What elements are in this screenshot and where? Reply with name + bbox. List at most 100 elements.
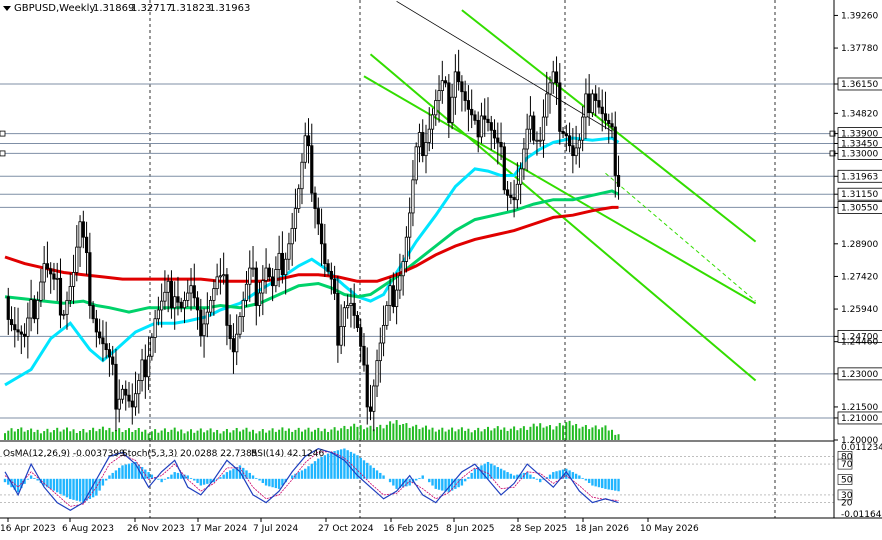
volume-bar xyxy=(402,423,405,440)
volume-bar xyxy=(411,426,414,440)
volume-bar xyxy=(424,425,427,440)
candle-body xyxy=(483,115,487,120)
osma-bar xyxy=(375,470,379,479)
candle-body xyxy=(391,285,395,308)
candle-body xyxy=(329,270,333,280)
volume-bar xyxy=(30,428,33,440)
volume-bar xyxy=(369,425,372,440)
volume-bar xyxy=(434,431,437,440)
osma-bar xyxy=(222,474,225,479)
volume-bar xyxy=(190,429,193,440)
volume-bar xyxy=(304,429,307,440)
candle-body xyxy=(401,261,405,277)
candle-body xyxy=(541,116,546,141)
osma-bar xyxy=(428,478,431,483)
osma-bar xyxy=(532,477,535,479)
candle-body xyxy=(257,292,262,306)
candle-body xyxy=(124,388,128,396)
osma-bar xyxy=(614,478,617,491)
candle-body xyxy=(182,299,187,309)
volume-bar xyxy=(376,427,379,440)
osma-bar xyxy=(248,472,251,479)
osma-bar xyxy=(477,467,480,479)
volume-bar xyxy=(477,427,480,440)
osma-bar xyxy=(610,478,614,491)
volume-bar xyxy=(271,428,274,440)
candle-body xyxy=(39,281,43,301)
volume-bar xyxy=(470,432,473,440)
volume-bar xyxy=(451,427,454,440)
indicator-tick-label: -0.011644 xyxy=(841,510,882,520)
osma-bar xyxy=(88,478,92,500)
volume-bar xyxy=(356,426,359,440)
volume-bar xyxy=(255,433,258,440)
osma-bar xyxy=(160,478,163,483)
osma-bar xyxy=(36,478,39,481)
candle-body xyxy=(352,302,356,316)
osma-label: OsMA(12,26,9) -0.0037399 xyxy=(3,449,125,459)
osma-bar xyxy=(261,478,265,484)
dropdown-triangle-icon[interactable] xyxy=(3,6,11,11)
candle-body xyxy=(319,223,324,245)
osma-bar xyxy=(297,472,300,479)
volume-bar xyxy=(327,431,330,440)
osma-bar xyxy=(85,478,88,501)
time-tick-label: 28 Sep 2025 xyxy=(510,524,567,534)
osma-bar xyxy=(591,478,594,486)
volume-bar xyxy=(238,431,241,440)
osma-bar xyxy=(330,451,333,479)
volume-bar xyxy=(555,426,558,440)
osma-bar xyxy=(552,472,555,479)
volume-bar xyxy=(310,431,313,440)
volume-bar xyxy=(33,432,36,440)
moving-average-line xyxy=(4,189,620,314)
volume-bar xyxy=(287,428,290,440)
volume-bar xyxy=(539,423,542,440)
open-value: 1.31869 xyxy=(93,3,134,14)
osma-bar xyxy=(601,478,604,489)
volume-bar xyxy=(385,424,388,440)
candle-body xyxy=(492,129,497,139)
osma-bar xyxy=(313,461,317,479)
candle-body xyxy=(254,267,258,306)
volume-bar xyxy=(79,430,82,440)
osma-bar xyxy=(467,477,470,479)
volume-bar xyxy=(225,428,228,440)
candle-body xyxy=(277,252,281,270)
price-axis-ticks: 1.39260 1.37780 1.36150 1.34820 1.339001.334… xyxy=(834,11,882,520)
time-tick-label: 16 Apr 2023 xyxy=(0,524,56,534)
volume-bar xyxy=(26,430,29,440)
volume-bar xyxy=(265,432,268,440)
osma-bar xyxy=(140,467,144,479)
volume-bar xyxy=(353,423,356,440)
volume-bar xyxy=(581,426,584,440)
volume-bar xyxy=(522,426,525,440)
candle-body xyxy=(362,345,366,366)
osma-bar xyxy=(437,478,441,490)
osma-bar xyxy=(153,477,157,479)
volume-bar xyxy=(144,429,147,440)
volume-bar xyxy=(209,428,212,440)
osma-bar xyxy=(568,470,571,479)
candle-body xyxy=(22,333,27,337)
candle-body xyxy=(554,71,559,84)
osma-bar xyxy=(392,478,395,486)
volume-bar xyxy=(203,432,206,440)
osma-bar xyxy=(127,463,131,479)
osma-bar xyxy=(134,461,137,479)
osma-bar xyxy=(317,458,320,479)
osma-bar xyxy=(72,478,75,500)
volume-bar xyxy=(565,422,568,440)
candle-body xyxy=(355,315,360,328)
candle-body xyxy=(130,400,134,408)
candle-body xyxy=(610,123,614,128)
candle-body xyxy=(470,108,474,116)
volume-bar xyxy=(506,430,509,440)
candle-body xyxy=(300,161,304,190)
volume-bar xyxy=(418,429,421,440)
indicator-tick-label: 0.0112349 xyxy=(841,443,882,453)
volume-bar xyxy=(173,427,176,440)
volume-bar xyxy=(330,429,333,440)
candle-body xyxy=(58,277,63,316)
volume-bars xyxy=(4,420,620,440)
